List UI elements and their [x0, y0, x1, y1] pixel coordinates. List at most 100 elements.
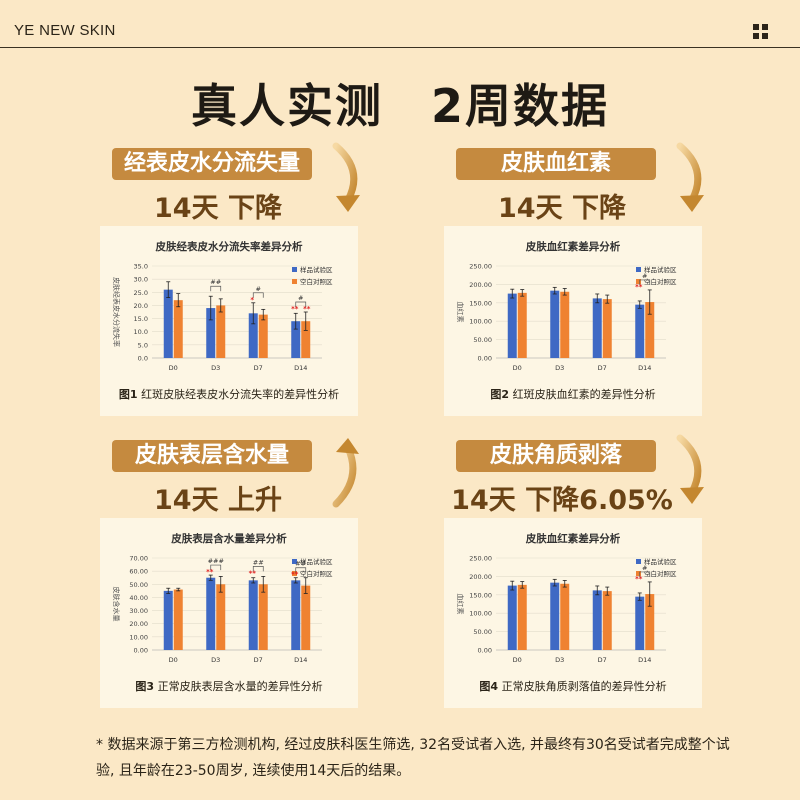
x-tick-label: D3	[555, 364, 564, 372]
figure-caption: 图4 正常皮肤角质剥落值的差异性分析	[444, 678, 702, 694]
significance-mark: #	[298, 294, 303, 302]
significance-mark: ###	[208, 557, 224, 565]
metric-label: 皮肤表层含水量	[112, 440, 312, 472]
y-tick-label: 10.0	[134, 328, 148, 336]
brand-logo: YE NEW SKIN	[14, 22, 116, 39]
metric-label: 皮肤血红素	[456, 148, 656, 180]
significance-mark: *	[250, 296, 254, 304]
significance-bracket	[639, 571, 651, 577]
bar	[173, 300, 183, 358]
x-tick-label: D0	[513, 364, 522, 372]
bar	[550, 290, 560, 358]
figure-caption: 图3 正常皮肤表层含水量的差异性分析	[100, 678, 358, 694]
legend-swatch	[636, 571, 641, 576]
legend-swatch	[636, 267, 641, 272]
y-tick-label: 15.0	[134, 315, 148, 323]
significance-mark: **	[303, 305, 311, 313]
y-tick-label: 0.00	[478, 647, 492, 655]
chart-card: 皮肤表层含水量差异分析 皮肤含水量 0.00 10.00 20.00 30.00 40.00…	[100, 518, 358, 708]
significance-mark: ##	[253, 558, 264, 566]
y-tick-label: 0.00	[478, 355, 492, 363]
legend-label: 空白对照区	[644, 569, 677, 578]
y-tick-label: 50.00	[473, 628, 492, 636]
bar	[635, 304, 645, 358]
figure-caption: 图2 红斑皮肤血红素的差异性分析	[444, 386, 702, 402]
bar	[173, 589, 183, 650]
legend-label: 样品试验区	[300, 265, 333, 274]
bar	[258, 584, 268, 650]
figure-caption: 图1 红斑皮肤经表皮水分流失率的差异性分析	[100, 386, 358, 402]
bar	[206, 577, 216, 650]
x-tick-label: D7	[598, 364, 607, 372]
curved-arrow-up-icon	[332, 438, 359, 508]
metric-label: 经表皮水分流失量	[112, 148, 312, 180]
x-tick-label: D0	[169, 656, 178, 664]
bar	[258, 314, 268, 358]
metric-label: 皮肤角质剥落	[456, 440, 656, 472]
legend-label: 空白对照区	[300, 277, 333, 286]
bar	[248, 580, 258, 650]
chart-card: 皮肤血红素差异分析 血红素 0.00 50.00 100.00 150.00 200.00 2…	[444, 518, 702, 708]
x-tick-label: D7	[254, 364, 263, 372]
menu-icon[interactable]	[753, 24, 768, 39]
figure-caption-text: 正常皮肤角质剥落值的差异性分析	[498, 680, 667, 693]
metric-value: 6.05%	[579, 485, 673, 516]
bar	[635, 596, 645, 650]
bar	[602, 591, 612, 650]
significance-bracket	[639, 279, 651, 285]
y-tick-label: 60.00	[129, 568, 148, 576]
legend-label: 样品试验区	[644, 557, 677, 566]
bar	[560, 291, 570, 358]
x-tick-label: D3	[555, 656, 564, 664]
y-tick-label: 150.00	[469, 591, 492, 599]
x-tick-label: D3	[211, 656, 220, 664]
bar	[507, 585, 517, 650]
y-tick-label: 35.0	[134, 263, 148, 271]
bar	[560, 583, 570, 650]
legend-label: 空白对照区	[300, 569, 333, 578]
y-tick-label: 70.00	[129, 555, 148, 563]
bar	[291, 321, 301, 358]
significance-mark: #	[256, 285, 261, 293]
bar	[301, 585, 311, 650]
significance-mark: ##	[210, 278, 221, 286]
bar	[248, 313, 258, 358]
y-tick-label: 30.0	[134, 276, 148, 284]
y-axis-label: 血红素	[456, 302, 465, 323]
chart-card: 皮肤血红素差异分析 血红素 0.00 50.00 100.00 150.00 200.00 2…	[444, 226, 702, 416]
significance-bracket	[295, 567, 307, 573]
y-tick-label: 25.0	[134, 289, 148, 297]
legend-swatch	[292, 267, 297, 272]
figure-caption-text: 红斑皮肤血红素的差异性分析	[509, 388, 656, 401]
chart-card: 皮肤经表皮水分流失率差异分析 皮肤经表皮水分流失率 0.0 5.0 10.0 15.0 20…	[100, 226, 358, 416]
legend-label: 空白对照区	[644, 277, 677, 286]
significance-mark: #	[642, 272, 647, 280]
y-axis-label: 血红素	[456, 594, 465, 615]
x-tick-label: D7	[254, 656, 263, 664]
bar	[163, 590, 173, 650]
metric-panel-4: 皮肤角质剥落 14天 下降6.05% 皮肤血红素差异分析 血红素 0.00 50.00 10…	[444, 434, 800, 740]
significance-mark: **	[291, 571, 299, 579]
significance-mark: #	[642, 564, 647, 572]
figure-caption-text: 红斑皮肤经表皮水分流失率的差异性分析	[137, 388, 340, 401]
x-tick-label: D14	[294, 364, 307, 372]
chart-title: 皮肤表层含水量差异分析	[170, 532, 287, 545]
bar	[507, 293, 517, 358]
y-axis-label: 皮肤含水量	[112, 587, 121, 622]
bar	[216, 584, 226, 650]
legend-label: 样品试验区	[644, 265, 677, 274]
legend-swatch	[292, 559, 297, 564]
bar	[163, 289, 173, 358]
chart-title: 皮肤经表皮水分流失率差异分析	[155, 240, 303, 253]
metric-prefix: 14天 上升	[154, 485, 282, 516]
curved-arrow-down-icon	[332, 142, 360, 212]
bar	[206, 308, 216, 358]
figure-number: 图4	[479, 680, 499, 693]
x-tick-label: D0	[513, 656, 522, 664]
figure-number: 图2	[490, 388, 510, 401]
y-tick-label: 200.00	[469, 573, 492, 581]
